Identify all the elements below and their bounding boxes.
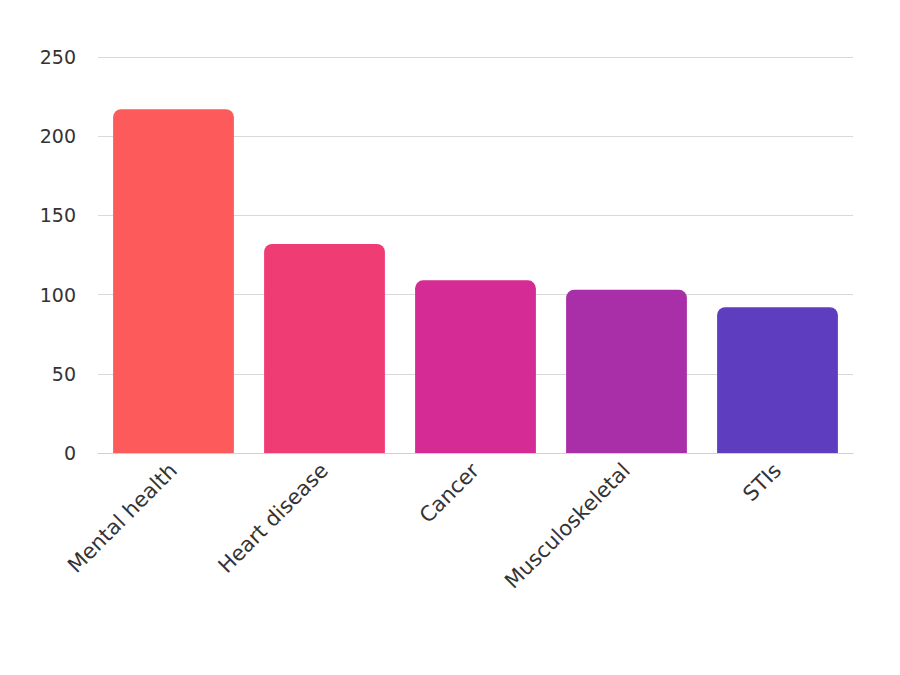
svg-text:50: 50 <box>52 363 76 385</box>
svg-text:150: 150 <box>40 204 76 226</box>
svg-text:100: 100 <box>40 284 76 306</box>
svg-text:Musculoskeletal: Musculoskeletal <box>500 459 635 594</box>
svg-text:Cancer: Cancer <box>415 458 484 527</box>
svg-text:Heart disease: Heart disease <box>214 459 333 578</box>
svg-text:200: 200 <box>40 125 76 147</box>
svg-text:Mental health: Mental health <box>63 459 182 578</box>
svg-text:250: 250 <box>40 46 76 68</box>
svg-text:STIs: STIs <box>738 459 786 507</box>
svg-text:0: 0 <box>64 442 76 464</box>
